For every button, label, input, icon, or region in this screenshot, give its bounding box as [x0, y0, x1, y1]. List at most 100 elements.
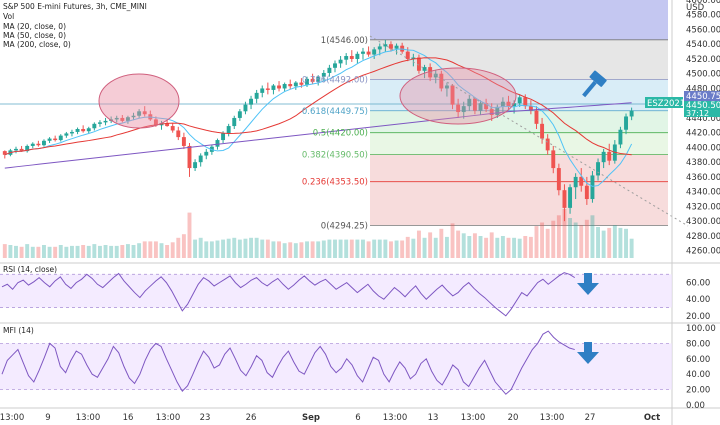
volume-bar — [282, 243, 287, 258]
candle-body — [25, 145, 30, 152]
candle-body — [316, 76, 321, 82]
mfi-panel[interactable] — [0, 330, 672, 395]
volume-bar — [377, 239, 382, 258]
volume-bar — [579, 225, 584, 258]
time-tick: 13 — [428, 413, 439, 423]
volume-bar — [411, 238, 416, 258]
candle-body — [131, 115, 136, 118]
candle-body — [484, 103, 489, 110]
volume-bar — [299, 242, 304, 258]
fib-band — [370, 181, 668, 226]
price-tick: 4380.00 — [686, 158, 720, 168]
price-tick: 4420.00 — [686, 129, 720, 139]
time-tick: 23 — [200, 413, 211, 423]
price-tick: 4360.00 — [686, 173, 720, 183]
rsi-legend[interactable]: RSI (14, close) — [3, 265, 57, 274]
price-tick: 4400.00 — [686, 143, 720, 153]
volume-legend[interactable]: Vol — [3, 12, 14, 21]
candle-body — [153, 119, 158, 126]
candle-body — [288, 84, 293, 87]
volume-bar — [125, 244, 130, 258]
volume-bar — [120, 245, 125, 258]
upper-price-badge: 4450.75 — [686, 92, 720, 102]
price-tick: 4440.00 — [686, 114, 720, 124]
candle-body — [142, 111, 147, 115]
candle-body — [14, 148, 18, 151]
volume-bar — [467, 236, 472, 258]
price-axis[interactable]: 4600.00 4580.00 4560.00 4540.00 4520.00 4500.… — [686, 0, 720, 257]
candle-body — [75, 129, 80, 132]
volume-bar — [528, 236, 533, 258]
volume-bar — [500, 236, 505, 258]
candle-body — [53, 138, 58, 141]
volume-bar — [265, 239, 270, 258]
volume-bar — [75, 245, 80, 258]
trend-line[interactable] — [369, 35, 689, 227]
candle-body — [523, 97, 528, 107]
mfi-legend[interactable]: MFI (14) — [3, 326, 34, 335]
candle-body — [232, 117, 237, 127]
volume-bar — [260, 239, 265, 258]
volume-bar — [148, 241, 153, 258]
candle-body — [69, 131, 74, 134]
fib-level-label: 0(4294.25) — [321, 221, 368, 231]
price-tick: 4540.00 — [686, 40, 720, 50]
fibonacci-retracement[interactable] — [370, 0, 668, 226]
volume-bar — [19, 246, 24, 258]
candle-body — [193, 162, 198, 169]
volume-bar — [47, 246, 52, 258]
candle-body — [271, 85, 276, 90]
volume-bar — [36, 246, 41, 258]
ma50-legend[interactable]: MA (50, close, 0) — [3, 31, 66, 40]
mfi-tick: 20.00 — [686, 386, 710, 396]
volume-bar — [338, 239, 343, 258]
time-tick: 13:00 — [0, 413, 24, 423]
rsi-panel[interactable] — [0, 272, 672, 317]
highlight-ellipse-left[interactable] — [98, 73, 180, 129]
ma200-legend[interactable]: MA (200, close, 0) — [3, 40, 71, 49]
volume-bar — [444, 236, 449, 258]
volume-bar — [81, 245, 86, 258]
highlight-ellipse-right[interactable] — [399, 67, 517, 125]
candle-body — [618, 129, 623, 145]
candle-body — [338, 59, 343, 64]
candlestick-series — [2, 39, 634, 222]
candle-body — [495, 106, 500, 115]
volume-bar — [209, 241, 214, 258]
candle-body — [461, 106, 466, 113]
candle-body — [215, 140, 220, 147]
candle-body — [299, 82, 304, 85]
volume-bar — [103, 245, 108, 258]
volume-bar — [288, 242, 293, 258]
volume-bar — [394, 240, 399, 258]
candle-body — [2, 151, 7, 155]
candle-body — [305, 78, 309, 85]
mfi-tick: 60.00 — [686, 355, 710, 365]
ma20-legend[interactable]: MA (20, close, 0) — [3, 22, 66, 31]
candle-body — [237, 111, 242, 118]
time-tick: Sep — [302, 413, 320, 423]
time-axis[interactable]: 13:00 9 13:00 16 13:00 23 26 Sep 6 13:00 13 13:00 20… — [0, 413, 660, 423]
candle-body — [221, 133, 226, 141]
volume-bar — [2, 244, 7, 258]
volume-bar — [181, 234, 186, 258]
volume-bar — [489, 232, 494, 258]
candle-body — [472, 98, 477, 111]
candle-body — [58, 135, 63, 141]
volume-bar — [540, 222, 545, 258]
time-tick: Oct — [644, 413, 660, 423]
volume-bar — [562, 209, 567, 258]
candle-body — [601, 151, 606, 163]
candle-body — [372, 49, 377, 55]
candle-body — [198, 155, 203, 163]
fib-band — [370, 110, 668, 133]
price-tick: 4340.00 — [686, 188, 720, 198]
volume-bar — [428, 232, 433, 258]
candle-body — [137, 111, 142, 116]
volume-bar — [153, 241, 158, 258]
moving-averages — [4, 48, 633, 187]
mfi-band — [0, 343, 672, 390]
volume-bar — [495, 237, 500, 258]
candle-body — [355, 53, 360, 59]
